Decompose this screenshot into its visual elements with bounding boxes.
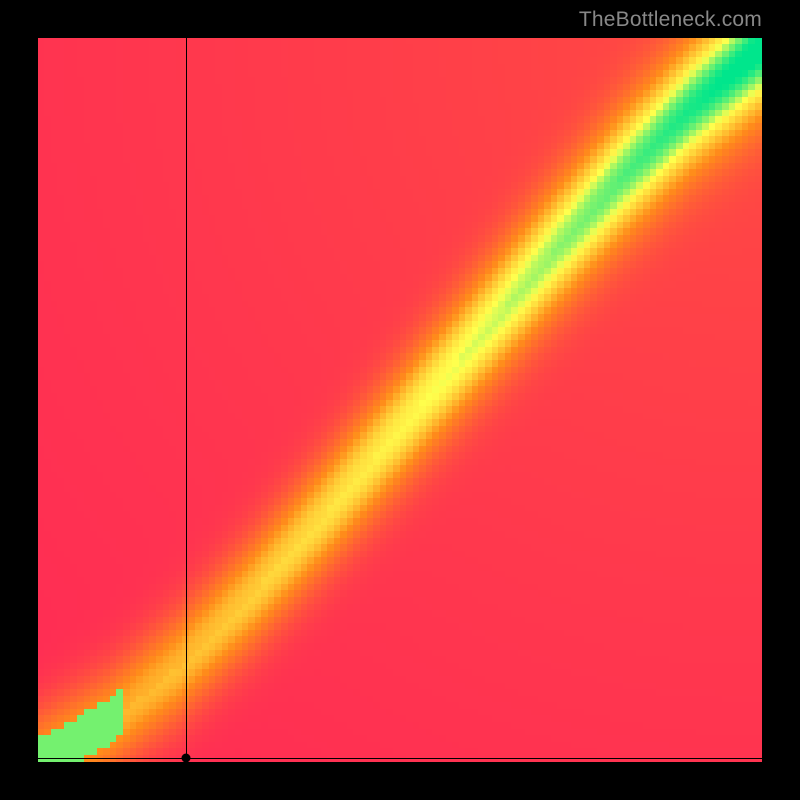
crosshair-horizontal-line bbox=[38, 758, 762, 759]
selection-marker-dot[interactable] bbox=[182, 754, 191, 763]
crosshair-vertical-line bbox=[186, 38, 187, 762]
bottleneck-heatmap bbox=[38, 38, 762, 762]
plot-area bbox=[38, 38, 762, 762]
watermark-text: TheBottleneck.com bbox=[579, 8, 762, 32]
